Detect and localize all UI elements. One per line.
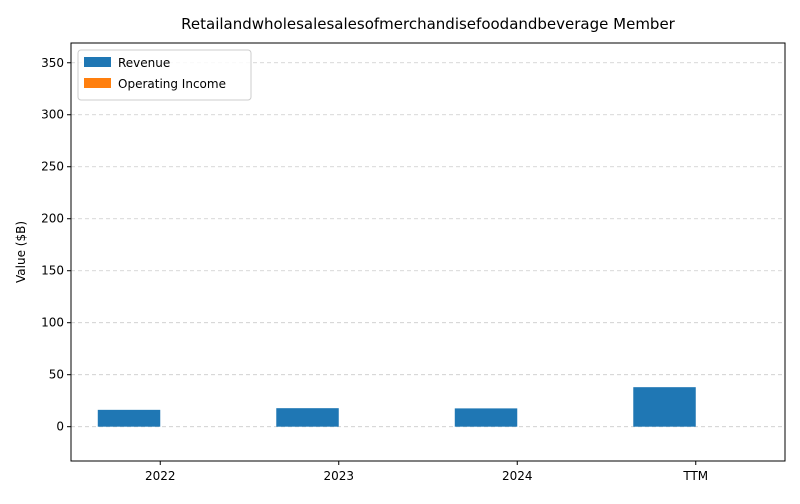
legend-label: Operating Income [118, 77, 226, 91]
x-tick-label: 2023 [323, 469, 354, 483]
bars [97, 387, 696, 427]
y-tick-label: 100 [41, 316, 64, 330]
y-tick-label: 350 [41, 56, 64, 70]
y-tick-label: 200 [41, 212, 64, 226]
y-tick-label: 0 [56, 420, 64, 434]
y-axis-ticks: 0 50 100 150 200 250 300 350 [41, 56, 71, 434]
bar-revenue [454, 408, 518, 427]
y-tick-label: 300 [41, 108, 64, 122]
legend-items: Revenue Operating Income [84, 56, 226, 91]
y-tick-label: 50 [49, 368, 64, 382]
chart-title: Retailandwholesalesalesofmerchandisefood… [181, 15, 676, 33]
x-tick-label: TTM [682, 469, 708, 483]
bar-revenue [97, 409, 161, 427]
x-axis-ticks: 2022 2023 2024 TTM [145, 461, 708, 483]
y-tick-label: 150 [41, 264, 64, 278]
y-tick-label: 250 [41, 160, 64, 174]
x-tick-label: 2022 [145, 469, 176, 483]
legend-box [77, 49, 252, 101]
x-tick-label: 2024 [502, 469, 533, 483]
plot-frame [70, 42, 786, 462]
legend-swatch [84, 78, 111, 88]
bar-revenue [633, 387, 696, 427]
bar-revenue [276, 408, 339, 427]
y-axis-label: Value ($B) [14, 221, 28, 283]
legend: Revenue Operating Income [77, 49, 252, 101]
legend-label: Revenue [118, 56, 170, 70]
legend-swatch [84, 57, 111, 67]
